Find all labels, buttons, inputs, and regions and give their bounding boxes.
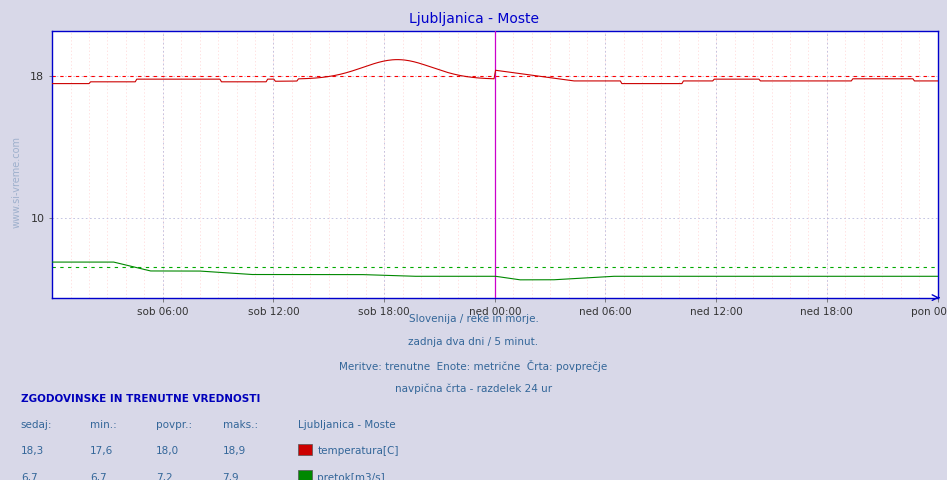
Text: 18,0: 18,0 (156, 446, 179, 456)
Text: maks.:: maks.: (223, 420, 258, 430)
Text: ZGODOVINSKE IN TRENUTNE VREDNOSTI: ZGODOVINSKE IN TRENUTNE VREDNOSTI (21, 394, 260, 404)
Text: 17,6: 17,6 (90, 446, 114, 456)
Text: zadnja dva dni / 5 minut.: zadnja dva dni / 5 minut. (408, 337, 539, 348)
Text: navpična črta - razdelek 24 ur: navpična črta - razdelek 24 ur (395, 384, 552, 394)
Text: 6,7: 6,7 (90, 473, 107, 480)
Text: Meritve: trenutne  Enote: metrične  Črta: povprečje: Meritve: trenutne Enote: metrične Črta: … (339, 360, 608, 372)
Text: Slovenija / reke in morje.: Slovenija / reke in morje. (408, 314, 539, 324)
Text: temperatura[C]: temperatura[C] (317, 446, 399, 456)
Text: min.:: min.: (90, 420, 116, 430)
Text: sedaj:: sedaj: (21, 420, 52, 430)
Text: 18,9: 18,9 (223, 446, 246, 456)
Text: 7,9: 7,9 (223, 473, 240, 480)
Text: Ljubljanica - Moste: Ljubljanica - Moste (298, 420, 396, 430)
Text: 7,2: 7,2 (156, 473, 173, 480)
Text: www.si-vreme.com: www.si-vreme.com (12, 136, 22, 228)
Text: povpr.:: povpr.: (156, 420, 192, 430)
Text: 18,3: 18,3 (21, 446, 45, 456)
Text: 6,7: 6,7 (21, 473, 38, 480)
Text: Ljubljanica - Moste: Ljubljanica - Moste (408, 12, 539, 26)
Text: pretok[m3/s]: pretok[m3/s] (317, 473, 385, 480)
